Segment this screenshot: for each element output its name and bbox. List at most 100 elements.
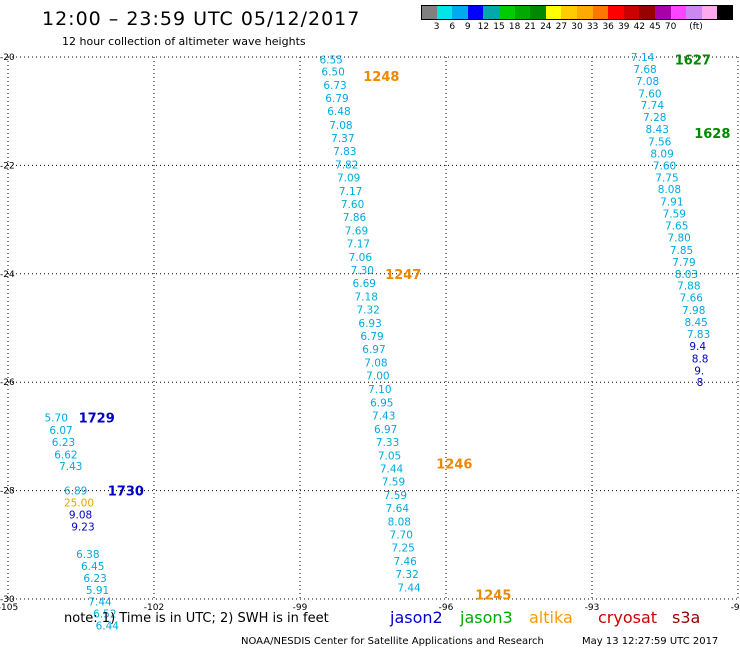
- swh-value: 6.38: [76, 549, 99, 561]
- swh-value: 6.73: [323, 80, 346, 92]
- scale-swatch: [639, 5, 656, 20]
- swh-value: 7.66: [680, 293, 704, 305]
- swh-value: 8.09: [650, 148, 673, 160]
- swh-value: 7.82: [335, 159, 358, 171]
- swh-value: 7.65: [665, 221, 688, 233]
- swh-value: 7.79: [672, 257, 695, 269]
- lon-tick-label: -102: [144, 603, 164, 613]
- swh-value: 7.69: [345, 225, 368, 237]
- legend-cryosat: cryosat: [598, 608, 658, 627]
- page-subtitle: 12 hour collection of altimeter wave hei…: [62, 35, 306, 48]
- scale-swatch: [670, 5, 687, 20]
- scale-label: 36: [602, 22, 614, 32]
- scale-label: 33: [586, 22, 599, 32]
- swh-value: 8.43: [646, 124, 669, 136]
- swh-value: 9.08: [69, 509, 92, 521]
- legend-jason2: jason2: [390, 608, 443, 627]
- swh-value: 7.33: [376, 437, 399, 449]
- footer-credit: NOAA/NESDIS Center for Satellite Applica…: [241, 636, 544, 647]
- swh-value: 7.59: [384, 490, 407, 502]
- swh-value: 6.23: [83, 573, 106, 585]
- swh-value: 6.62: [54, 449, 77, 461]
- swh-value: 6.50: [321, 67, 344, 79]
- lat-tick-label: -22: [0, 161, 15, 171]
- swh-value: 7.37: [331, 133, 354, 145]
- swh-value: 7.17: [339, 186, 362, 198]
- scale-label: 27: [555, 22, 568, 32]
- pass-time-label: 1245: [475, 589, 511, 604]
- swh-value: 7.09: [337, 172, 360, 184]
- lat-tick-label: -24: [0, 270, 15, 280]
- scale-swatch: [592, 5, 609, 20]
- swh-value: 7.32: [395, 569, 418, 581]
- swh-value: 7.17: [347, 238, 370, 250]
- swh-value: 7.80: [667, 232, 690, 244]
- swh-value: 7.60: [653, 160, 676, 172]
- swh-value: 8: [697, 377, 704, 389]
- scale-label: 18: [508, 22, 521, 32]
- scale-swatch: [499, 5, 516, 20]
- swh-value: 6.79: [360, 331, 383, 343]
- pass-time-label: 1627: [675, 54, 711, 69]
- swh-value: 7.74: [641, 100, 665, 112]
- swh-value: 7.08: [364, 358, 387, 370]
- swh-value: 9.: [694, 365, 704, 377]
- scale-label: 9: [464, 22, 471, 32]
- scale-unit: (ft): [689, 22, 703, 32]
- swh-value: 5.91: [86, 585, 109, 597]
- swh-value: 7.43: [372, 410, 395, 422]
- scale-swatch: [561, 5, 578, 20]
- swh-value: 7.88: [677, 281, 700, 293]
- footer-timestamp: May 13 12:27:59 UTC 2017: [582, 636, 719, 647]
- swh-value: 6.55: [319, 55, 342, 67]
- swh-value: 9.23: [71, 521, 94, 533]
- pass-time-label: 1246: [436, 458, 472, 473]
- swh-value: 7.46: [393, 556, 417, 568]
- swh-value: 8.45: [684, 317, 707, 329]
- lon-tick-label: -99: [293, 603, 308, 613]
- scale-frame: [421, 5, 733, 20]
- lon-tick-label: -96: [439, 603, 454, 613]
- swh-value: 9.4: [689, 341, 706, 353]
- legend-s3a: s3a: [672, 608, 701, 627]
- scale-label: 24: [540, 22, 552, 32]
- swh-value: 6.45: [81, 561, 104, 573]
- swh-value: 6.93: [358, 318, 381, 330]
- lon-tick-label: -105: [0, 603, 18, 613]
- swh-value: 7.06: [349, 252, 373, 264]
- swh-value: 7.85: [670, 245, 693, 257]
- swh-value: 7.98: [682, 305, 705, 317]
- scale-swatch: [655, 5, 672, 20]
- scale-label: 42: [633, 22, 646, 32]
- scale-label: 3: [433, 22, 440, 32]
- page-title: 12:00 – 23:59 UTC 05/12/2017: [42, 8, 361, 30]
- swh-value: 7.43: [59, 461, 82, 473]
- swh-value: 7.44: [397, 583, 421, 595]
- swh-value: 6.23: [52, 437, 75, 449]
- swh-value: 7.60: [341, 199, 364, 211]
- swh-value: 7.30: [351, 265, 374, 277]
- swh-value: 7.44: [380, 463, 404, 475]
- swh-value: 7.08: [329, 120, 352, 132]
- note-text: note: 1) Time is in UTC; 2) SWH is in fe…: [64, 611, 329, 626]
- swh-value: 6.07: [49, 425, 72, 437]
- scale-label: 70: [664, 22, 677, 32]
- scale-label: 15: [493, 22, 505, 32]
- swh-value: 7.08: [636, 76, 659, 88]
- scale-swatch: [717, 5, 734, 20]
- swh-value: 7.75: [655, 172, 678, 184]
- scale-label: 12: [477, 22, 490, 32]
- swh-value: 6.97: [362, 344, 385, 356]
- scale-label: 6: [449, 22, 456, 32]
- pass-time-label: 1628: [694, 127, 730, 142]
- swh-value: 7.70: [390, 530, 413, 542]
- scale-swatch: [483, 5, 500, 20]
- scale-swatch: [577, 5, 594, 20]
- swh-value: 7.59: [663, 209, 686, 221]
- scale-swatch: [530, 5, 547, 20]
- swh-value: 8.08: [658, 184, 681, 196]
- scale-swatch: [467, 5, 484, 20]
- swh-value: 7.68: [633, 64, 656, 76]
- scale-swatch: [623, 5, 640, 20]
- swh-value: 7.59: [382, 476, 405, 488]
